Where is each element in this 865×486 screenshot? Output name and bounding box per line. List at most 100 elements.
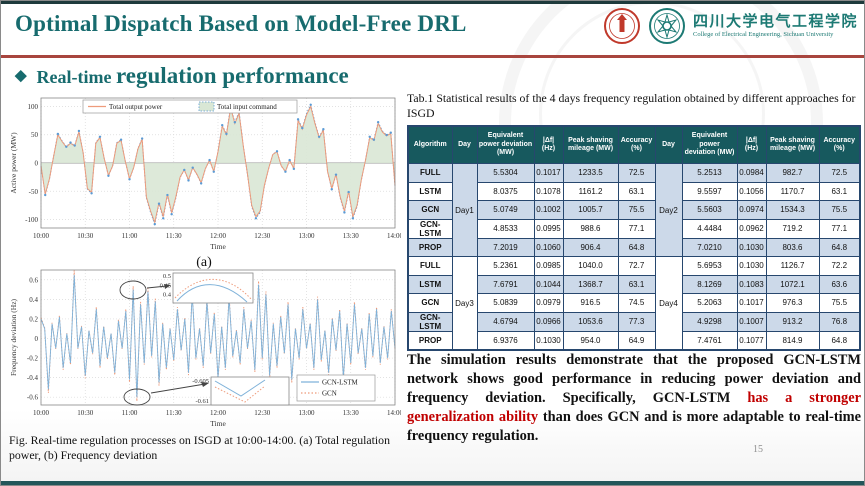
legend-label-command: Total input command bbox=[217, 103, 277, 111]
value-cell: 0.0974 bbox=[736, 200, 767, 220]
command-marker-dot bbox=[153, 222, 156, 226]
table-row: FULL Day3 5.2361 0.0985 1040.0 72.7 Day4 5.6953… bbox=[407, 256, 861, 351]
value-cell: 63.6 bbox=[818, 274, 861, 294]
x-tick-label: 13:30 bbox=[343, 232, 359, 240]
legend-label-gcn: GCN bbox=[322, 390, 337, 398]
inset-tick: -0.605 bbox=[192, 378, 209, 385]
total-power-chart: 10:00 10:30 11:00 11:30 12:00 12:30 13:00 13:30… bbox=[9, 97, 401, 251]
value-cell: 0.1002 bbox=[533, 200, 564, 220]
value-cell: 1534.3 bbox=[765, 200, 820, 220]
command-marker-dot bbox=[225, 132, 228, 136]
value-cell: 0.1060 bbox=[533, 237, 564, 257]
column-header: Peak shaving mileage (MW) bbox=[562, 125, 619, 164]
value-cell: 982.7 bbox=[765, 163, 820, 183]
value-cell: 7.2019 bbox=[476, 237, 535, 257]
value-cell: 64.8 bbox=[818, 330, 861, 351]
value-cell: 1161.2 bbox=[562, 181, 619, 201]
y-tick-label: -50 bbox=[29, 188, 39, 196]
y-tick-label: -0.4 bbox=[27, 374, 39, 382]
value-cell: 74.5 bbox=[617, 293, 656, 313]
legend-label-gcn-lstm: GCN-LSTM bbox=[322, 379, 359, 387]
value-cell: 0.1056 bbox=[736, 181, 767, 201]
table-row: GCN-LSTM 4.8533 0.0995 988.6 77.1 4.4484 0.096… bbox=[407, 218, 861, 239]
value-cell: 0.0984 bbox=[736, 163, 767, 183]
y-tick-label: 0 bbox=[35, 335, 39, 343]
value-cell: 7.0210 bbox=[681, 237, 738, 257]
command-marker-dot bbox=[90, 192, 93, 195]
slide-title: Optimal Dispatch Based on Model-Free DRL bbox=[15, 11, 467, 36]
x-tick-label: 12:30 bbox=[254, 409, 270, 417]
page-number: 15 bbox=[753, 444, 763, 455]
value-cell: 0.0966 bbox=[533, 311, 564, 332]
command-marker-dot bbox=[191, 166, 194, 169]
command-marker-dot bbox=[301, 126, 304, 130]
command-marker-dot bbox=[65, 145, 68, 148]
header-divider-line bbox=[1, 55, 864, 58]
value-cell: 4.4484 bbox=[681, 218, 738, 239]
table-row: GCN-LSTM 4.6794 0.0966 1053.6 77.3 4.9298 0.10… bbox=[407, 311, 861, 332]
command-marker-dot bbox=[44, 193, 47, 197]
diamond-bullet-icon: ◆ bbox=[15, 68, 27, 84]
institution-name: 四川大学电气工程学院 College of Electrical Enginee… bbox=[693, 14, 858, 38]
value-cell: 814.9 bbox=[765, 330, 820, 351]
sichuan-university-seal-icon bbox=[603, 8, 640, 44]
column-header: Algorithm bbox=[407, 125, 453, 164]
value-cell: 803.6 bbox=[765, 237, 820, 257]
command-marker-dot bbox=[119, 138, 123, 141]
value-cell: 906.4 bbox=[562, 237, 619, 257]
command-marker-dot bbox=[385, 133, 388, 137]
value-cell: 1233.5 bbox=[562, 163, 619, 183]
value-cell: 1170.7 bbox=[765, 181, 820, 201]
x-tick-label: 12:00 bbox=[210, 232, 226, 240]
command-marker-dot bbox=[322, 128, 325, 131]
command-marker-dot bbox=[233, 121, 237, 124]
value-cell: 8.1269 bbox=[681, 274, 738, 294]
value-cell: 5.2513 bbox=[681, 163, 738, 183]
algorithm-cell: GCN bbox=[407, 200, 453, 220]
chart-a-legend: Total output power Total input command bbox=[82, 99, 298, 114]
x-tick-label: 11:00 bbox=[122, 232, 138, 240]
table-row: PROP 7.2019 0.1060 906.4 64.8 7.0210 0.1030 803… bbox=[407, 237, 861, 257]
value-cell: 64.8 bbox=[617, 237, 656, 257]
value-cell: 75.5 bbox=[617, 200, 656, 220]
command-marker-dot bbox=[166, 193, 169, 197]
y-tick-label: 100 bbox=[28, 103, 39, 111]
value-cell: 76.8 bbox=[818, 311, 861, 332]
value-cell: 719.2 bbox=[765, 218, 820, 239]
value-cell: 5.2063 bbox=[681, 293, 738, 313]
command-marker-dot bbox=[288, 158, 291, 162]
value-cell: 6.9376 bbox=[476, 330, 535, 351]
annotation-arrow bbox=[146, 285, 168, 289]
command-marker-dot bbox=[107, 174, 110, 178]
chart-b-legend: GCN-LSTM GCN bbox=[296, 374, 376, 402]
algorithm-cell: FULL bbox=[407, 163, 453, 183]
x-tick-label: 13:00 bbox=[299, 409, 315, 417]
value-cell: 5.5304 bbox=[476, 163, 535, 183]
value-cell: 1368.7 bbox=[562, 274, 619, 294]
command-marker-dot bbox=[376, 121, 380, 124]
column-header: Day bbox=[654, 125, 683, 164]
value-cell: 64.9 bbox=[617, 330, 656, 351]
value-cell: 0.1017 bbox=[533, 163, 564, 183]
results-table-container: Algorithm Day Equivalent power deviation (… bbox=[407, 125, 861, 351]
value-cell: 77.1 bbox=[818, 218, 861, 239]
command-marker-dot bbox=[368, 135, 371, 139]
command-marker-dot bbox=[275, 150, 279, 153]
value-cell: 0.1030 bbox=[533, 330, 564, 351]
inset-zoom-peak: 0.50.450.4 bbox=[160, 272, 254, 304]
x-tick-label: 11:00 bbox=[122, 409, 138, 417]
x-axis-label: Time bbox=[210, 242, 226, 251]
institution-name-chinese: 四川大学电气工程学院 bbox=[692, 14, 858, 31]
algorithm-cell: LSTM bbox=[407, 181, 453, 201]
value-cell: 0.1044 bbox=[533, 274, 564, 294]
command-marker-dot bbox=[254, 217, 258, 220]
column-header: Accuracy (%) bbox=[818, 125, 861, 164]
algorithm-cell: GCN bbox=[407, 293, 453, 313]
table-caption: Tab.1 Statistical results of the 4 days … bbox=[407, 91, 856, 120]
value-cell: 954.0 bbox=[562, 330, 619, 351]
section-heading-rest: regulation performance bbox=[116, 63, 349, 88]
command-marker-dot bbox=[69, 141, 72, 144]
command-marker-dot bbox=[140, 137, 144, 140]
plot-frame bbox=[40, 97, 396, 229]
